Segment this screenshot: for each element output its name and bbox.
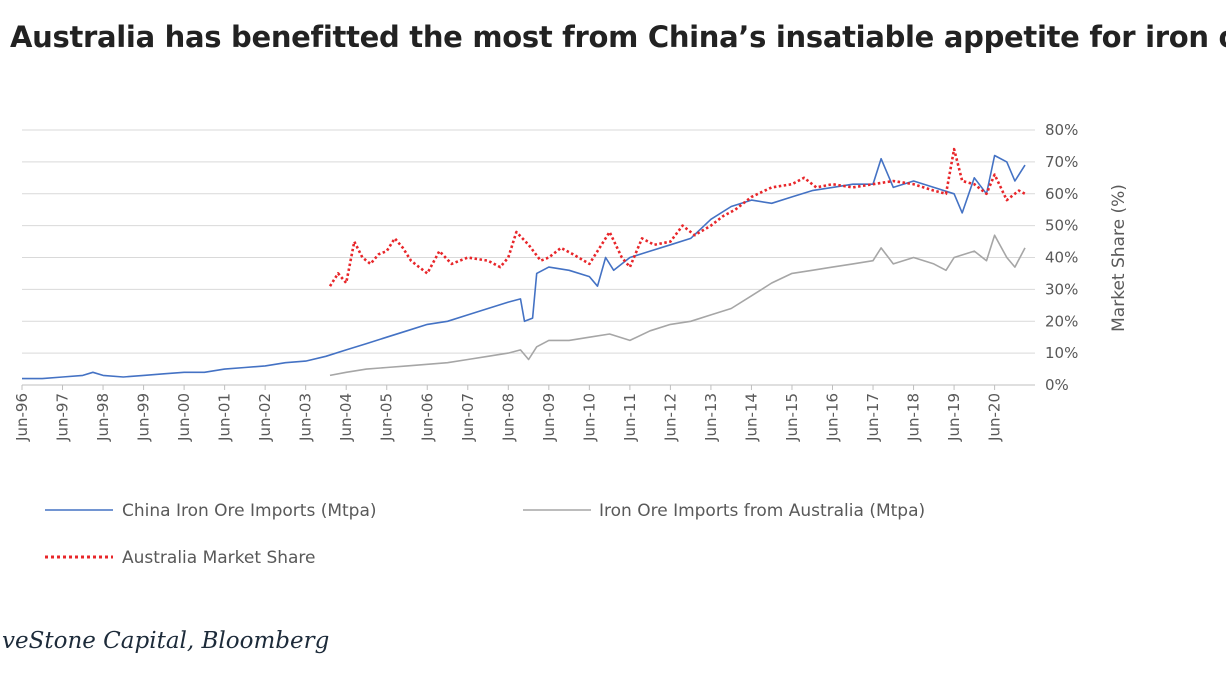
x-tick-label: Jun-05 [378, 393, 396, 442]
x-tick-label: Jun-06 [418, 393, 436, 442]
legend-label-market-share: Australia Market Share [122, 548, 316, 568]
x-tick-label: Jun-11 [621, 393, 639, 442]
y-tick-label: 60% [1045, 185, 1078, 203]
x-tick-label: Jun-08 [499, 393, 517, 442]
y-tick-label: 70% [1045, 153, 1078, 171]
source-note: veStone Capital, Bloomberg [2, 628, 330, 654]
x-axis-ticks: Jun-96 Jun-97 Jun-98 Jun-99 Jun-00 Jun-01 Jun-… [13, 385, 1004, 442]
x-tick-label: Jun-17 [864, 393, 882, 442]
series-line-market-share [328, 147, 1026, 287]
y-tick-label: 80% [1045, 121, 1078, 139]
series-layer [22, 147, 1026, 380]
x-tick-label: Jun-00 [175, 393, 193, 442]
y-tick-label: 10% [1045, 344, 1078, 362]
legend: China Iron Ore Imports (Mtpa) Iron Ore I… [45, 501, 925, 568]
x-tick-label: Jun-20 [986, 393, 1004, 442]
y-axis-title: Market Share (%) [1109, 184, 1129, 332]
series-line-australia-imports [329, 234, 1026, 377]
x-tick-label: Jun-98 [94, 393, 112, 442]
x-tick-label: Jun-14 [742, 393, 760, 442]
series-line-china [22, 154, 1026, 380]
page-title: Australia has benefitted the most from C… [10, 20, 1226, 54]
x-tick-label: Jun-07 [459, 393, 477, 442]
gridlines [22, 129, 1035, 386]
x-tick-label: Jun-13 [702, 393, 720, 442]
y-tick-label: 50% [1045, 217, 1078, 235]
x-tick-label: Jun-96 [13, 393, 31, 442]
x-tick-label: Jun-99 [135, 393, 153, 442]
y-tick-label: 40% [1045, 249, 1078, 267]
y-tick-label: 0% [1045, 376, 1069, 394]
x-tick-label: Jun-97 [54, 393, 72, 442]
x-tick-label: Jun-15 [783, 393, 801, 442]
x-tick-label: Jun-19 [945, 393, 963, 442]
y-tick-label: 20% [1045, 312, 1078, 330]
x-tick-label: Jun-12 [661, 393, 679, 442]
x-tick-label: Jun-16 [824, 393, 842, 442]
y-tick-label: 30% [1045, 280, 1078, 298]
legend-label-china: China Iron Ore Imports (Mtpa) [122, 501, 377, 521]
x-tick-label: Jun-10 [580, 393, 598, 442]
x-tick-label: Jun-04 [337, 393, 355, 442]
x-tick-label: Jun-02 [256, 393, 274, 442]
x-tick-label: Jun-18 [905, 393, 923, 442]
x-tick-label: Jun-03 [297, 393, 315, 442]
y-axis-ticks: 0% 10% 20% 30% 40% 50% 60% 70% 80% [1045, 121, 1078, 394]
x-tick-label: Jun-01 [216, 393, 234, 442]
x-tick-label: Jun-09 [540, 393, 558, 442]
legend-label-australia-imports: Iron Ore Imports from Australia (Mtpa) [599, 501, 925, 521]
